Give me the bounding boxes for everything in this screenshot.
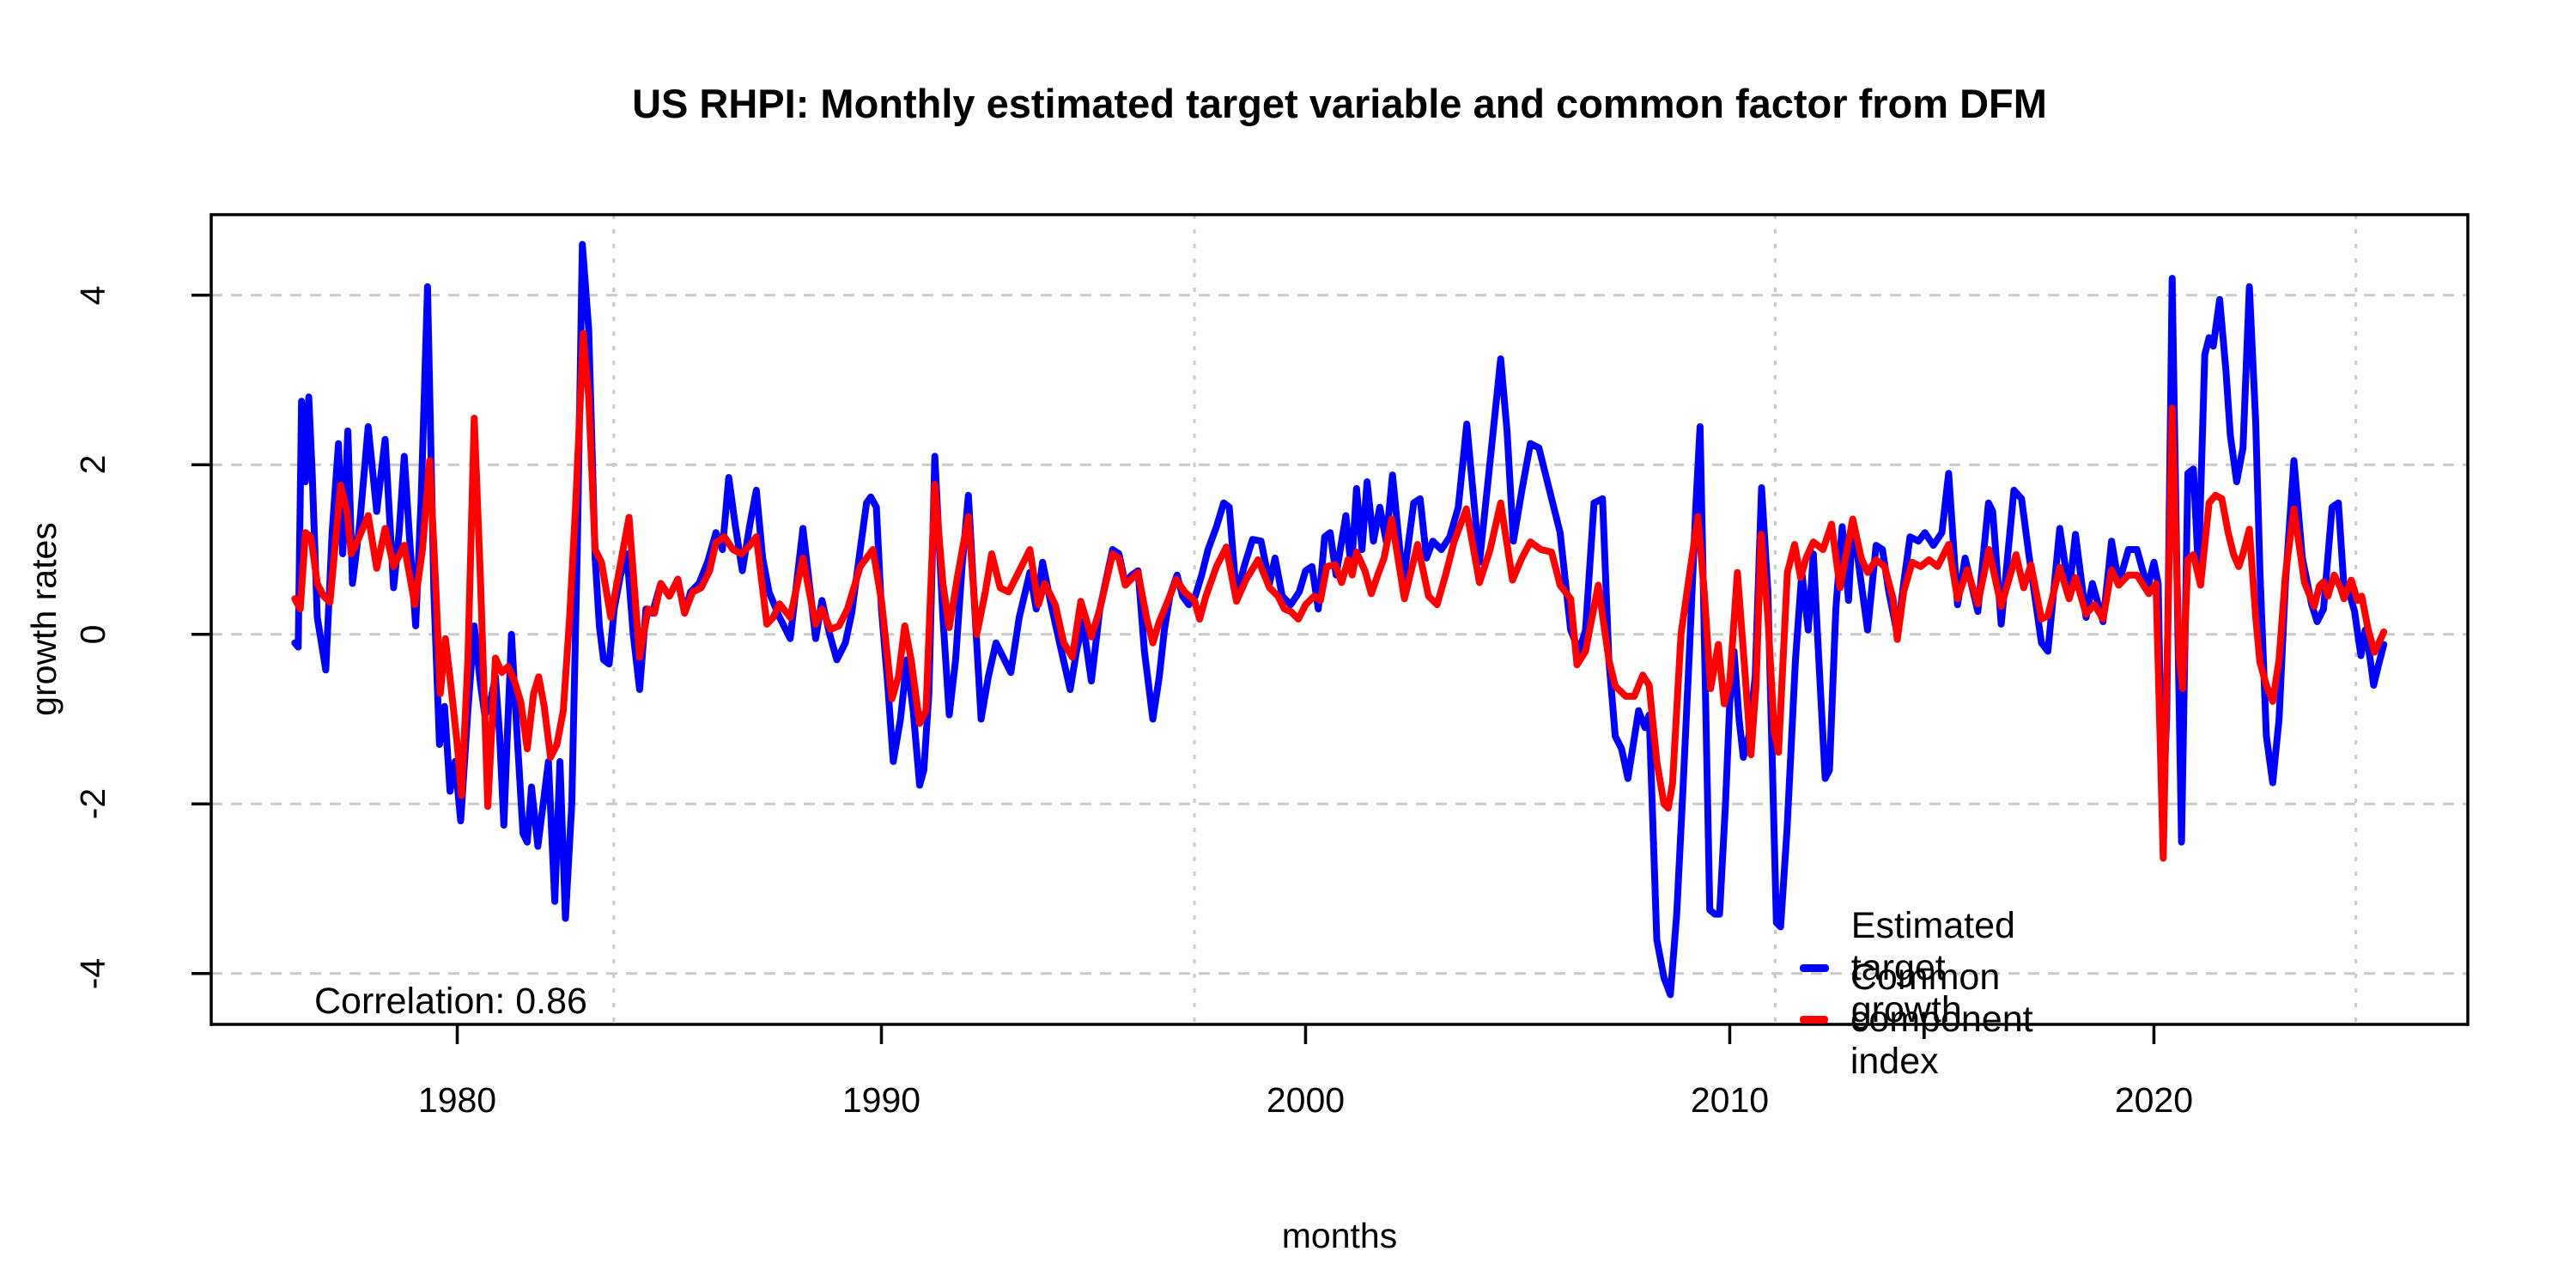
y-tick-label: -2 (73, 788, 112, 820)
y-tick-label: 0 (73, 624, 112, 645)
series-line-common-component (291, 330, 2388, 862)
x-tick-label: 1990 (841, 1080, 921, 1120)
correlation-annotation: Correlation: 0.86 (314, 981, 587, 1022)
x-tick-label: 2020 (2114, 1080, 2194, 1120)
x-tick-label: 2010 (1690, 1080, 1770, 1120)
blue-line-swatch (1800, 964, 1829, 972)
legend-item-common-component: Common component index (1800, 957, 2063, 1083)
y-tick-label: 4 (73, 285, 112, 306)
legend-label: Common component index (1850, 957, 2033, 1082)
x-tick-label: 1980 (417, 1080, 497, 1120)
legend-label: Estimated target growth (1850, 905, 2015, 1030)
y-tick-label: 2 (73, 454, 112, 475)
red-line-swatch (1800, 1016, 1828, 1024)
x-axis-label: months (1281, 1216, 1398, 1255)
y-tick-label: -4 (73, 957, 112, 989)
series-line-estimated-target (291, 240, 2388, 999)
legend-item-target-growth: Estimated target growth (1800, 905, 2044, 1031)
chart-title: US RHPI: Monthly estimated target variab… (632, 81, 2047, 126)
y-axis-label: growth rates (24, 522, 64, 716)
x-tick-label: 2000 (1266, 1080, 1346, 1120)
plot-box (210, 213, 2470, 1026)
